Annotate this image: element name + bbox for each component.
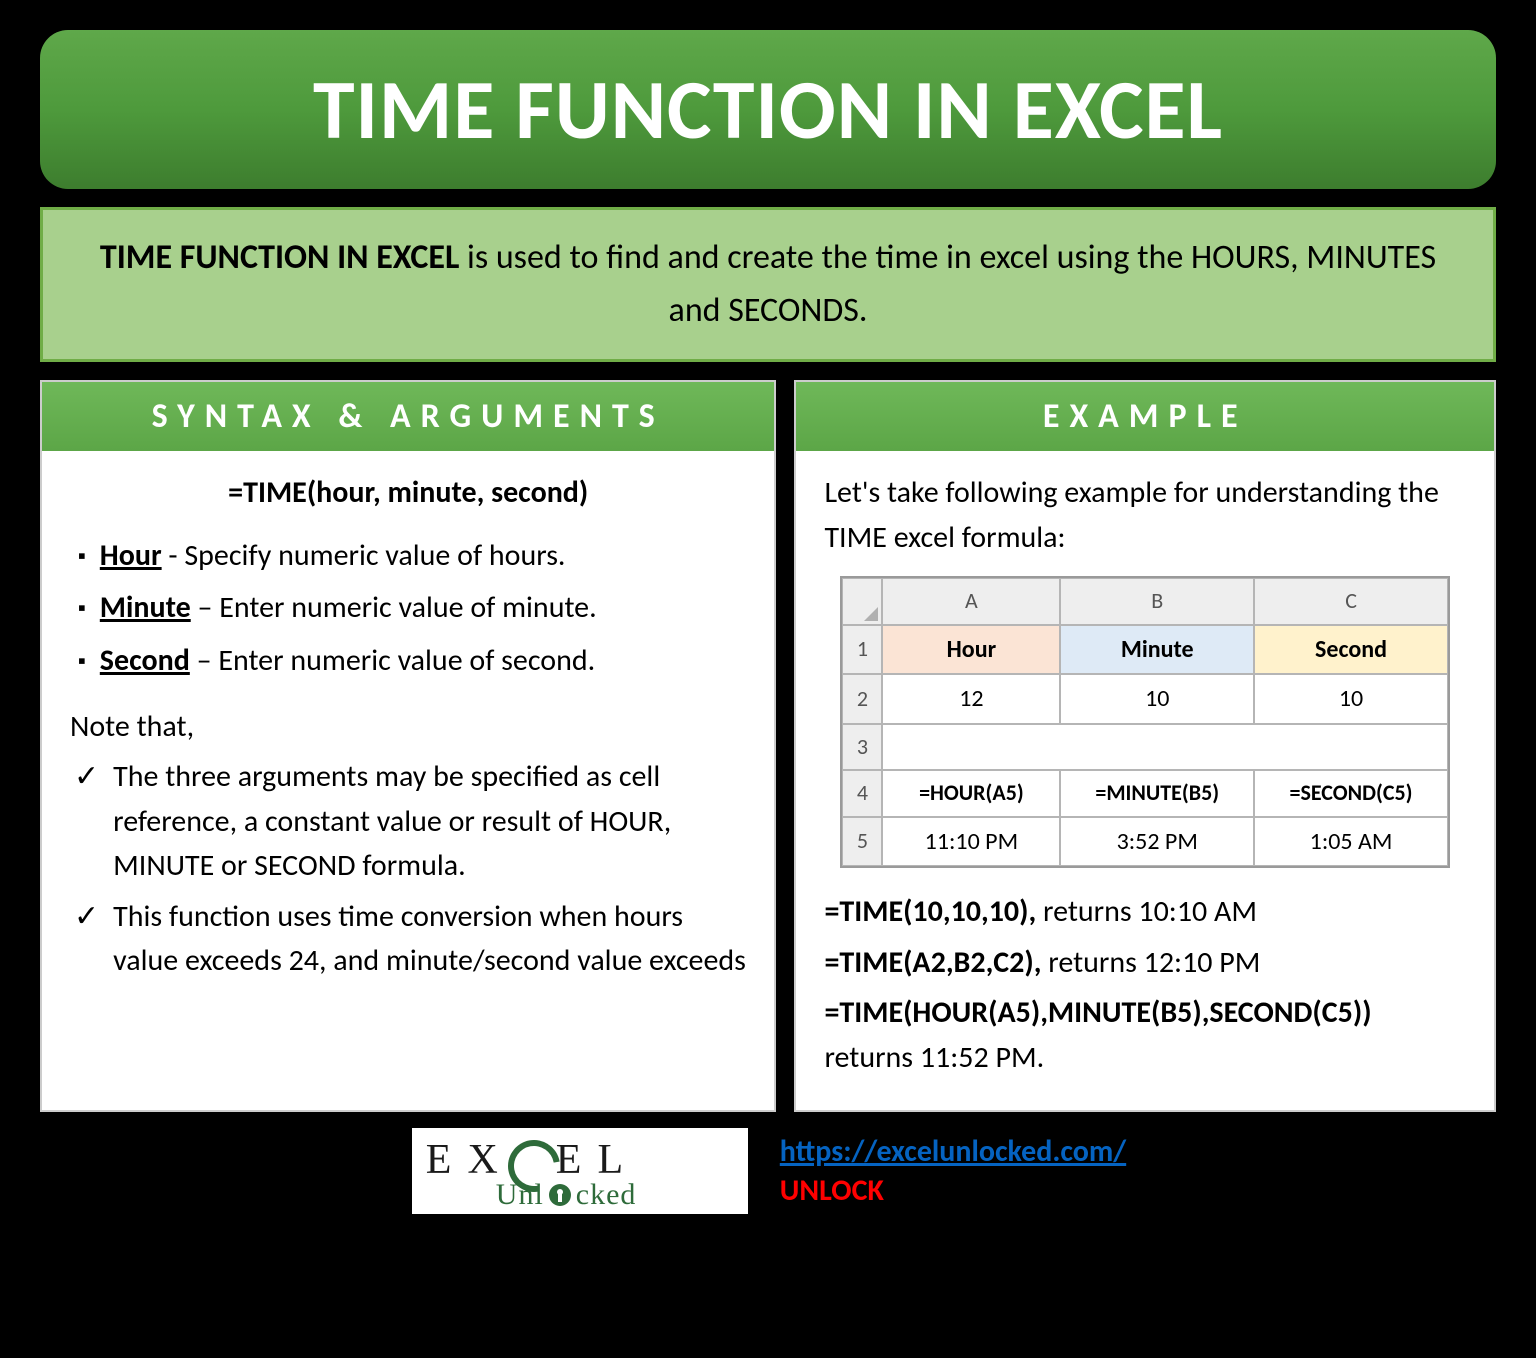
example-intro: Let's take following example for underst… [824,471,1466,560]
logo: EXEL Unlcked [410,1126,750,1216]
footer-text: https://excelunlocked.com/ UNLOCK [780,1132,1126,1210]
example-panel: EXAMPLE Let's take following example for… [794,380,1496,1112]
arg-item: Hour - Specify numeric value of hours. [78,534,746,578]
note-item: This function uses time conversion when … [74,895,746,984]
syntax-panel-body: =TIME(hour, minute, second) Hour - Speci… [42,451,774,1013]
spreadsheet: A B C 1 Hour Minute Second 2 12 10 10 [840,576,1449,868]
row-header: 5 [842,817,882,867]
example-results: =TIME(10,10,10), returns 10:10 AM =TIME(… [824,890,1466,1080]
arg-name: Second [100,642,190,679]
sheet-row-3: 3 [842,724,1447,771]
row-header: 1 [842,625,882,675]
arg-item: Second – Enter numeric value of second. [78,639,746,683]
cell: 1:05 AM [1254,817,1448,867]
arg-name: Minute [100,589,191,626]
result-line: =TIME(HOUR(A5),MINUTE(B5),SECOND(C5)) re… [824,991,1466,1080]
note-item: The three arguments may be specified as … [74,755,746,888]
footer: EXEL Unlcked https://excelunlocked.com/ … [40,1126,1496,1216]
result-line: =TIME(10,10,10), returns 10:10 AM [824,890,1466,934]
sheet-row-4: 4 =HOUR(A5) =MINUTE(B5) =SECOND(C5) [842,770,1447,817]
arg-desc: – Enter numeric value of minute. [191,589,597,626]
result-line: =TIME(A2,B2,C2), returns 12:10 PM [824,941,1466,985]
row-header: 2 [842,674,882,724]
arg-name: Hour [100,537,162,574]
col-header-b: B [1060,578,1254,625]
cell-formula: =MINUTE(B5) [1060,770,1254,817]
description-lead: TIME FUNCTION IN EXCEL [100,237,459,278]
note-label: Note that, [70,705,746,749]
syntax-formula: =TIME(hour, minute, second) [70,471,746,515]
footer-link[interactable]: https://excelunlocked.com/ [780,1133,1126,1170]
row-header: 3 [842,724,882,771]
syntax-panel-header: SYNTAX & ARGUMENTS [42,382,774,451]
cell-header-hour: Hour [882,625,1060,675]
argument-list: Hour - Specify numeric value of hours. M… [70,534,746,683]
description-box: TIME FUNCTION IN EXCEL is used to find a… [40,207,1496,362]
cell: 11:10 PM [882,817,1060,867]
arg-item: Minute – Enter numeric value of minute. [78,586,746,630]
cell-header-second: Second [1254,625,1448,675]
keyhole-icon [549,1184,571,1206]
arg-desc: - Specify numeric value of hours. [162,537,566,574]
description-rest: is used to find and create the time in e… [459,237,1436,331]
cell: 10 [1254,674,1448,724]
sheet-corner [842,578,882,625]
row-header: 4 [842,770,882,817]
example-panel-header: EXAMPLE [796,382,1494,451]
col-header-a: A [882,578,1060,625]
example-panel-body: Let's take following example for underst… [796,451,1494,1110]
cell: 10 [1060,674,1254,724]
cell-header-minute: Minute [1060,625,1254,675]
arg-desc: – Enter numeric value of second. [190,642,595,679]
cell: 12 [882,674,1060,724]
col-header-c: C [1254,578,1448,625]
footer-unlock: UNLOCK [780,1171,1126,1210]
sheet-row-5: 5 11:10 PM 3:52 PM 1:05 AM [842,817,1447,867]
title-banner: TIME FUNCTION IN EXCEL [40,30,1496,189]
cell-formula: =SECOND(C5) [1254,770,1448,817]
merged-empty-cell [882,724,1447,771]
notes-list: The three arguments may be specified as … [70,755,746,983]
sheet-row-2: 2 12 10 10 [842,674,1447,724]
cell: 3:52 PM [1060,817,1254,867]
cell-formula: =HOUR(A5) [882,770,1060,817]
sheet-row-1: 1 Hour Minute Second [842,625,1447,675]
columns-container: SYNTAX & ARGUMENTS =TIME(hour, minute, s… [40,380,1496,1112]
sheet-col-headers: A B C [842,578,1447,625]
syntax-panel: SYNTAX & ARGUMENTS =TIME(hour, minute, s… [40,380,776,1112]
